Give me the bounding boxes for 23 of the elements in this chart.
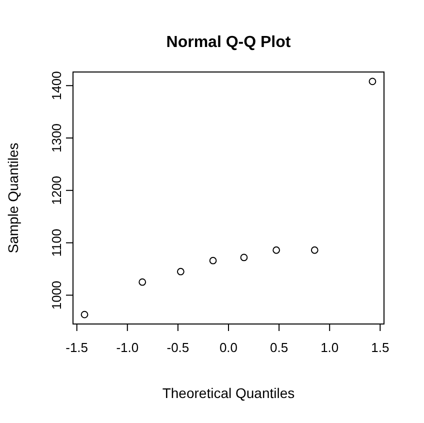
point <box>80 310 88 318</box>
point <box>368 78 376 86</box>
y-tick-label: 1100 <box>49 228 64 257</box>
x-tick-label: 0.0 <box>219 340 238 355</box>
x-tick-label: 1.0 <box>320 340 339 355</box>
point <box>240 254 248 262</box>
y-axis-title: Sample Quantiles <box>5 142 21 254</box>
x-tick-label: 1.5 <box>371 340 390 355</box>
y-tick-label: 1000 <box>49 280 64 310</box>
y-tick-label: 1200 <box>49 176 64 205</box>
point <box>209 256 217 264</box>
point <box>310 246 318 254</box>
x-tick-label: -1.5 <box>66 340 88 355</box>
point <box>138 278 146 286</box>
y-tick-label: 1300 <box>49 124 64 152</box>
x-axis-title: Theoretical Quantiles <box>162 385 295 401</box>
point <box>272 246 280 254</box>
y-tick-label: 1400 <box>49 71 64 100</box>
point <box>176 268 184 276</box>
x-tick-label: -0.5 <box>166 340 190 355</box>
chart-title: Normal Q-Q Plot <box>166 34 292 51</box>
x-tick-label: 0.5 <box>270 340 288 355</box>
x-tick-label: -1.0 <box>116 340 139 355</box>
